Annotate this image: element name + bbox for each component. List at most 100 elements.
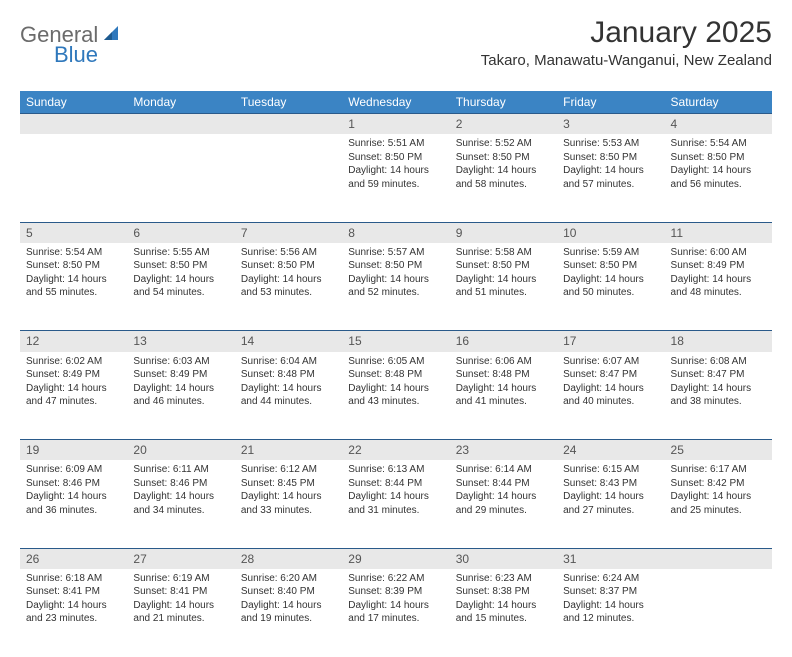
day-cell-content: Sunrise: 6:20 AMSunset: 8:40 PMDaylight:… [235, 569, 342, 632]
daylight-text: Daylight: 14 hours and 12 minutes. [563, 599, 658, 626]
day-number-cell: 5 [20, 222, 127, 243]
weekday-header: Thursday [450, 91, 557, 114]
day-number-cell: 20 [127, 440, 234, 461]
day-number-cell: 30 [450, 548, 557, 569]
sunrise-text: Sunrise: 6:12 AM [241, 463, 336, 477]
day-number-cell: 31 [557, 548, 664, 569]
sunrise-text: Sunrise: 6:15 AM [563, 463, 658, 477]
day-cell: Sunrise: 6:14 AMSunset: 8:44 PMDaylight:… [450, 460, 557, 548]
sunset-text: Sunset: 8:47 PM [671, 368, 766, 382]
sunrise-text: Sunrise: 6:14 AM [456, 463, 551, 477]
day-number-cell: 12 [20, 331, 127, 352]
sunrise-text: Sunrise: 6:18 AM [26, 572, 121, 586]
day-cell [665, 569, 772, 657]
day-number-row: 12131415161718 [20, 331, 772, 352]
sunrise-text: Sunrise: 6:03 AM [133, 355, 228, 369]
sunset-text: Sunset: 8:41 PM [26, 585, 121, 599]
day-cell: Sunrise: 6:09 AMSunset: 8:46 PMDaylight:… [20, 460, 127, 548]
sunrise-text: Sunrise: 6:06 AM [456, 355, 551, 369]
day-cell: Sunrise: 5:54 AMSunset: 8:50 PMDaylight:… [665, 134, 772, 222]
day-cell-content: Sunrise: 5:55 AMSunset: 8:50 PMDaylight:… [127, 243, 234, 306]
day-cell [235, 134, 342, 222]
day-number-row: 1234 [20, 114, 772, 135]
weekday-header: Wednesday [342, 91, 449, 114]
day-cell: Sunrise: 5:52 AMSunset: 8:50 PMDaylight:… [450, 134, 557, 222]
sunset-text: Sunset: 8:50 PM [26, 259, 121, 273]
day-number-cell: 9 [450, 222, 557, 243]
day-number-cell: 4 [665, 114, 772, 135]
daylight-text: Daylight: 14 hours and 25 minutes. [671, 490, 766, 517]
weekday-header: Saturday [665, 91, 772, 114]
daylight-text: Daylight: 14 hours and 55 minutes. [26, 273, 121, 300]
day-number-cell: 18 [665, 331, 772, 352]
day-cell-content: Sunrise: 5:52 AMSunset: 8:50 PMDaylight:… [450, 134, 557, 197]
day-number-cell: 13 [127, 331, 234, 352]
daylight-text: Daylight: 14 hours and 47 minutes. [26, 382, 121, 409]
sunset-text: Sunset: 8:49 PM [671, 259, 766, 273]
daylight-text: Daylight: 14 hours and 27 minutes. [563, 490, 658, 517]
day-cell-content: Sunrise: 6:12 AMSunset: 8:45 PMDaylight:… [235, 460, 342, 523]
daylight-text: Daylight: 14 hours and 34 minutes. [133, 490, 228, 517]
day-number-cell: 25 [665, 440, 772, 461]
sunset-text: Sunset: 8:50 PM [671, 151, 766, 165]
daylight-text: Daylight: 14 hours and 52 minutes. [348, 273, 443, 300]
daylight-text: Daylight: 14 hours and 23 minutes. [26, 599, 121, 626]
day-number-cell [127, 114, 234, 135]
day-number-cell: 7 [235, 222, 342, 243]
weekday-header: Tuesday [235, 91, 342, 114]
calendar-table: Sunday Monday Tuesday Wednesday Thursday… [20, 91, 772, 657]
day-cell: Sunrise: 6:13 AMSunset: 8:44 PMDaylight:… [342, 460, 449, 548]
day-cell-content: Sunrise: 6:08 AMSunset: 8:47 PMDaylight:… [665, 352, 772, 415]
daylight-text: Daylight: 14 hours and 56 minutes. [671, 164, 766, 191]
day-cell: Sunrise: 5:56 AMSunset: 8:50 PMDaylight:… [235, 243, 342, 331]
day-content-row: Sunrise: 6:09 AMSunset: 8:46 PMDaylight:… [20, 460, 772, 548]
daylight-text: Daylight: 14 hours and 51 minutes. [456, 273, 551, 300]
day-cell: Sunrise: 6:07 AMSunset: 8:47 PMDaylight:… [557, 352, 664, 440]
day-cell: Sunrise: 6:11 AMSunset: 8:46 PMDaylight:… [127, 460, 234, 548]
day-number-cell [665, 548, 772, 569]
sunset-text: Sunset: 8:46 PM [133, 477, 228, 491]
sunrise-text: Sunrise: 5:54 AM [671, 137, 766, 151]
daylight-text: Daylight: 14 hours and 38 minutes. [671, 382, 766, 409]
location-subtitle: Takaro, Manawatu-Wanganui, New Zealand [481, 52, 772, 69]
day-cell-content: Sunrise: 6:23 AMSunset: 8:38 PMDaylight:… [450, 569, 557, 632]
day-content-row: Sunrise: 6:02 AMSunset: 8:49 PMDaylight:… [20, 352, 772, 440]
day-cell-content: Sunrise: 5:56 AMSunset: 8:50 PMDaylight:… [235, 243, 342, 306]
day-number-cell [235, 114, 342, 135]
day-number-cell: 1 [342, 114, 449, 135]
day-number-cell: 24 [557, 440, 664, 461]
sunset-text: Sunset: 8:40 PM [241, 585, 336, 599]
daylight-text: Daylight: 14 hours and 59 minutes. [348, 164, 443, 191]
daylight-text: Daylight: 14 hours and 15 minutes. [456, 599, 551, 626]
title-block: January 2025 Takaro, Manawatu-Wanganui, … [481, 16, 772, 69]
sunrise-text: Sunrise: 5:53 AM [563, 137, 658, 151]
day-cell-content: Sunrise: 6:02 AMSunset: 8:49 PMDaylight:… [20, 352, 127, 415]
day-cell-content: Sunrise: 5:54 AMSunset: 8:50 PMDaylight:… [665, 134, 772, 197]
day-cell-content: Sunrise: 6:15 AMSunset: 8:43 PMDaylight:… [557, 460, 664, 523]
daylight-text: Daylight: 14 hours and 44 minutes. [241, 382, 336, 409]
day-number-cell: 2 [450, 114, 557, 135]
daylight-text: Daylight: 14 hours and 31 minutes. [348, 490, 443, 517]
day-number-cell: 29 [342, 548, 449, 569]
sunset-text: Sunset: 8:37 PM [563, 585, 658, 599]
sunset-text: Sunset: 8:44 PM [348, 477, 443, 491]
sunset-text: Sunset: 8:45 PM [241, 477, 336, 491]
daylight-text: Daylight: 14 hours and 54 minutes. [133, 273, 228, 300]
daylight-text: Daylight: 14 hours and 46 minutes. [133, 382, 228, 409]
day-number-cell: 27 [127, 548, 234, 569]
sunset-text: Sunset: 8:50 PM [241, 259, 336, 273]
day-cell-content: Sunrise: 6:22 AMSunset: 8:39 PMDaylight:… [342, 569, 449, 632]
sunrise-text: Sunrise: 5:55 AM [133, 246, 228, 260]
sunset-text: Sunset: 8:48 PM [456, 368, 551, 382]
day-cell: Sunrise: 6:04 AMSunset: 8:48 PMDaylight:… [235, 352, 342, 440]
sunset-text: Sunset: 8:39 PM [348, 585, 443, 599]
sunrise-text: Sunrise: 5:56 AM [241, 246, 336, 260]
day-cell: Sunrise: 6:03 AMSunset: 8:49 PMDaylight:… [127, 352, 234, 440]
day-cell: Sunrise: 6:23 AMSunset: 8:38 PMDaylight:… [450, 569, 557, 657]
day-cell-content: Sunrise: 5:58 AMSunset: 8:50 PMDaylight:… [450, 243, 557, 306]
logo-sail-icon [102, 24, 122, 47]
daylight-text: Daylight: 14 hours and 19 minutes. [241, 599, 336, 626]
day-cell: Sunrise: 5:51 AMSunset: 8:50 PMDaylight:… [342, 134, 449, 222]
day-number-cell [20, 114, 127, 135]
sunrise-text: Sunrise: 6:05 AM [348, 355, 443, 369]
